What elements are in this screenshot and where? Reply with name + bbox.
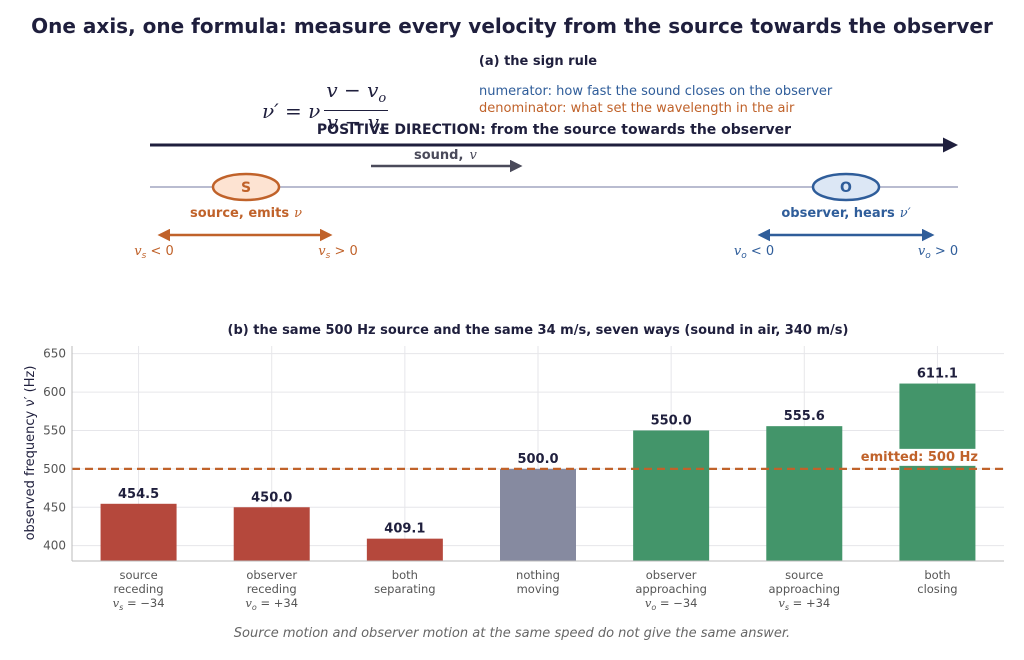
source-positive-label: vs > 0 — [318, 244, 358, 261]
bar-value-label: 550.0 — [651, 413, 692, 428]
formula-denominator: v − vs — [326, 110, 386, 138]
x-tick-label: both closing — [917, 568, 957, 596]
source-negative-label: vs < 0 — [134, 244, 174, 261]
x-tick-label: both separating — [374, 568, 435, 596]
formula-lhs: ν′ = ν — [262, 98, 321, 123]
bar — [899, 383, 976, 561]
y-tick-label: 550 — [43, 423, 66, 437]
doppler-formula: ν′ = ν v − vo v − vs — [262, 80, 389, 141]
y-tick-label: 500 — [43, 462, 66, 476]
x-tick-label: source approaching vs = +34 — [768, 568, 840, 612]
y-tick-label: 600 — [43, 385, 66, 399]
bar — [633, 430, 710, 561]
bar — [366, 538, 443, 561]
bar — [233, 507, 310, 561]
observer-positive-label: vo > 0 — [918, 244, 958, 261]
bar-value-label: 555.6 — [784, 409, 825, 424]
x-tick-label: observer receding vo = +34 — [245, 568, 298, 612]
chart-axes: 400 450 500 550 600 650 source receding vs = −34… — [43, 346, 1004, 612]
reference-label-bg — [857, 448, 981, 466]
x-tick-label: source receding vs = −34 — [113, 568, 165, 612]
positive-direction-label: POSITIVE DIRECTION: from the source towa… — [316, 122, 792, 138]
chart-title: (b) the same 500 Hz source and the same … — [227, 323, 849, 338]
bar-value-label: 500.0 — [517, 452, 558, 467]
observer-marker — [811, 172, 881, 202]
bar-value-label: 454.5 — [118, 487, 159, 502]
y-tick-label: 400 — [43, 539, 66, 553]
bar — [500, 468, 576, 561]
x-tick-label: nothing moving — [516, 568, 560, 596]
panel-a-title: (a) the sign rule — [478, 54, 598, 69]
sign-rule-diagram: sound, v S source, emits ν vs < 0 vs > 0 O… — [134, 137, 958, 261]
observer-letter: O — [840, 180, 852, 196]
observer-label: observer, hears ν′ — [781, 206, 910, 221]
bar — [766, 426, 843, 561]
bar-value-label: 450.0 — [251, 490, 292, 505]
caption: Source motion and observer motion at the… — [233, 626, 791, 641]
formula-fraction: v − vo v − vs — [324, 80, 389, 141]
sound-label: sound, v — [414, 148, 477, 163]
source-letter: S — [241, 180, 251, 196]
chart-bars: 454.5 450.0 409.1 500.0 550.0 555.6 611.1 — [100, 367, 976, 561]
y-tick-label: 450 — [43, 500, 66, 514]
x-tick-label: observer approaching vo = −34 — [635, 568, 707, 612]
y-axis-label: observed frequency ν′ (Hz) — [23, 366, 38, 541]
observer-negative-label: vo < 0 — [734, 244, 774, 261]
reference-label: emitted: 500 Hz — [861, 450, 978, 465]
numerator-note: numerator: how fast the sound closes on … — [479, 84, 833, 99]
bar-value-label: 409.1 — [384, 522, 425, 537]
bar — [100, 503, 177, 561]
denominator-note: denominator: what set the wavelength in … — [479, 101, 795, 116]
formula-numerator: v − vo — [324, 80, 389, 111]
source-label: source, emits ν — [190, 206, 302, 221]
y-tick-label: 650 — [43, 347, 66, 361]
source-marker — [211, 172, 281, 202]
reference-line-group: emitted: 500 Hz — [72, 448, 1004, 470]
bar-value-label: 611.1 — [917, 367, 958, 382]
main-title: One axis, one formula: measure every vel… — [31, 14, 993, 38]
